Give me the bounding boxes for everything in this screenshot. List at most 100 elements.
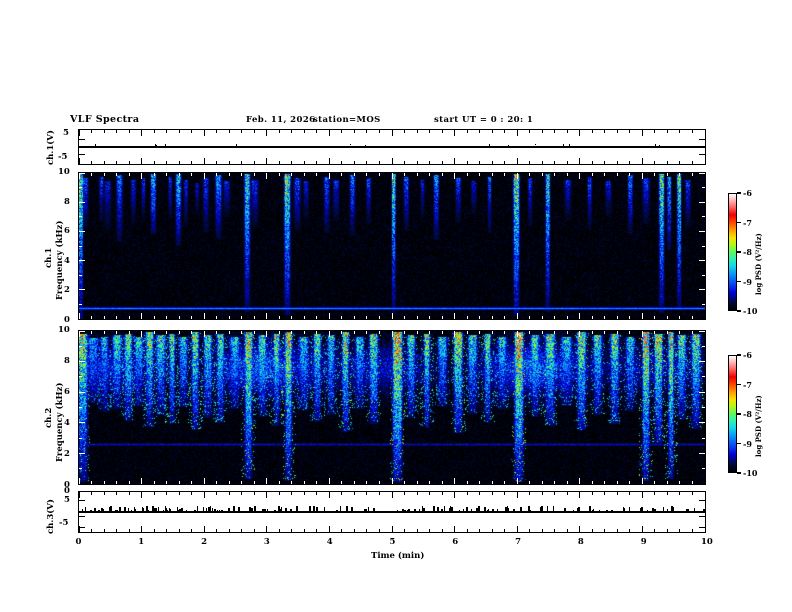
x-tick-label: 10 (701, 537, 713, 547)
ch3-waveform-spike (94, 507, 97, 512)
ch2-freq-tick-label: 0 (64, 480, 70, 490)
x-tick-label: 3 (263, 537, 270, 547)
ch3-waveform-spike (266, 508, 268, 512)
ch3-waveform-spike (448, 507, 450, 512)
ch1-colorbar-tick-label: -9 (743, 276, 752, 287)
ch1-spec-axis-label-a: ch.1 (44, 247, 54, 268)
ch3-waveform-spike (340, 506, 342, 512)
ch3-waveform-spike (169, 507, 171, 512)
ch3-waveform-spike (264, 508, 267, 512)
ch3-waveform-spike (433, 506, 436, 512)
ch3-waveform-spike (142, 507, 145, 512)
ch3-waveform-spike (157, 506, 159, 512)
ch3-waveform-spike (261, 509, 264, 512)
ch1-waveform-axis-label: ch.1(V) (46, 130, 56, 165)
ch1-waveform-spike (95, 144, 96, 146)
ch1-waveform-spike (535, 144, 536, 146)
ch3-waveform-spike (470, 509, 472, 512)
ch3-waveform-spike (663, 506, 665, 512)
ch3-waveform-spike (166, 510, 169, 512)
ch3-waveform-spike (573, 510, 575, 512)
ch3-waveform-spike (414, 509, 417, 512)
ch3-waveform-spike (146, 506, 149, 512)
ch1-colorbar-tick-label: -10 (743, 306, 758, 316)
ch1-spectrogram-panel (78, 172, 706, 320)
ch2-spectrogram-panel (78, 330, 706, 485)
ch3-waveform-spike (313, 506, 316, 512)
ch1-waveform-spike (563, 143, 564, 146)
x-axis-label: Time (min) (371, 551, 425, 561)
ch3-waveform-spike (279, 506, 281, 512)
ch2-colorbar-tick-label: -9 (743, 438, 752, 449)
ch3-waveform-spike (134, 506, 136, 512)
ch3-waveform-spike (135, 508, 137, 512)
ch3-waveform-spike (364, 508, 367, 512)
ch3-waveform-spike (505, 506, 508, 512)
ch2-colorbar-tick-label-mark (737, 354, 741, 356)
ch3-waveform-spike (547, 506, 549, 512)
ch3-waveform-spike (177, 506, 179, 512)
ch1-waveform-spike (489, 144, 490, 146)
ch1-waveform-spike (236, 144, 237, 147)
ch2-colorbar-label: log PSD (V²/Hz) (754, 395, 763, 457)
ch3-waveform-spike (437, 507, 440, 512)
ch3-waveform-spike (506, 506, 508, 512)
ch3-waveform-spike (109, 507, 112, 512)
ch3-waveform-spike (169, 508, 171, 512)
ch3-waveform-spike (103, 508, 105, 512)
ch1-freq-tick-label: 10 (58, 167, 70, 177)
ch3-waveform-spike (178, 509, 181, 512)
ch3-waveform-spike (110, 506, 113, 512)
ch3-waveform-spike (156, 508, 158, 512)
ch1-freq-tick-label: 0 (64, 315, 70, 325)
ch1-spectrogram-image (79, 173, 705, 319)
ch1-waveform-spike (365, 144, 366, 147)
ch3-waveform-spike (253, 506, 256, 512)
ch3-waveform-trace (79, 511, 705, 513)
ch2-colorbar-tick-label: -7 (743, 379, 752, 390)
ch3-waveform-panel (78, 491, 706, 533)
ch3-waveform-spike (640, 506, 643, 512)
ch3-waveform-spike (81, 509, 83, 512)
ch3-waveform-spike (289, 508, 292, 512)
ch3-waveform-spike (528, 506, 531, 512)
ch3-waveform-spike (118, 506, 121, 512)
ch3-waveform-spike (513, 509, 516, 512)
ch3-waveform-spike (346, 506, 349, 512)
ch3-waveform-spike (89, 509, 92, 512)
ch3-waveform-spike (686, 509, 688, 512)
ch1-colorbar-tick-label: -7 (743, 217, 752, 228)
ch3-waveform-spike (351, 507, 353, 512)
ch3-waveform-spike (203, 507, 205, 512)
ch2-freq-tick-label: 10 (58, 325, 70, 335)
x-tick-label: 9 (640, 537, 647, 547)
ch3-waveform-spike (281, 506, 283, 512)
ch2-spec-axis-label-a: ch.2 (44, 407, 54, 428)
ch3-waveform-spike (84, 507, 86, 512)
x-tick-label: 8 (577, 537, 584, 547)
ch3-wave-tick-5: 5 (64, 495, 70, 505)
ch1-waveform-spike (156, 144, 157, 147)
ch2-colorbar-tick-label-mark (737, 383, 741, 386)
ch3-waveform-spike (553, 506, 555, 512)
ch3-waveform-spike (422, 508, 425, 512)
ch1-freq-tick-label: 4 (64, 255, 70, 266)
ch3-waveform-spike (541, 506, 543, 512)
ch3-waveform-spike (219, 509, 221, 512)
ch3-waveform-spike (165, 506, 167, 512)
start-ut-label: start UT = 0 : 20: 1 (434, 115, 534, 125)
ch3-waveform-spike (220, 509, 223, 512)
ch2-freq-tick-label: 6 (64, 387, 70, 397)
ch3-waveform-spike (599, 509, 601, 512)
ch3-waveform-spike (232, 506, 235, 512)
ch1-colorbar-tick-label: -8 (743, 247, 752, 257)
ch3-waveform-spike (563, 507, 566, 512)
ch3-waveform-spike (477, 506, 480, 512)
ch3-waveform-spike (372, 508, 375, 512)
ch3-waveform-spike (629, 507, 631, 512)
ch1-wave-tick-neg5: -5 (58, 152, 68, 162)
ch3-waveform-spike (364, 508, 366, 512)
ch3-waveform-spike (146, 510, 149, 512)
ch3-waveform-spike (194, 510, 197, 512)
ch2-colorbar-tick-label: -8 (743, 409, 752, 419)
